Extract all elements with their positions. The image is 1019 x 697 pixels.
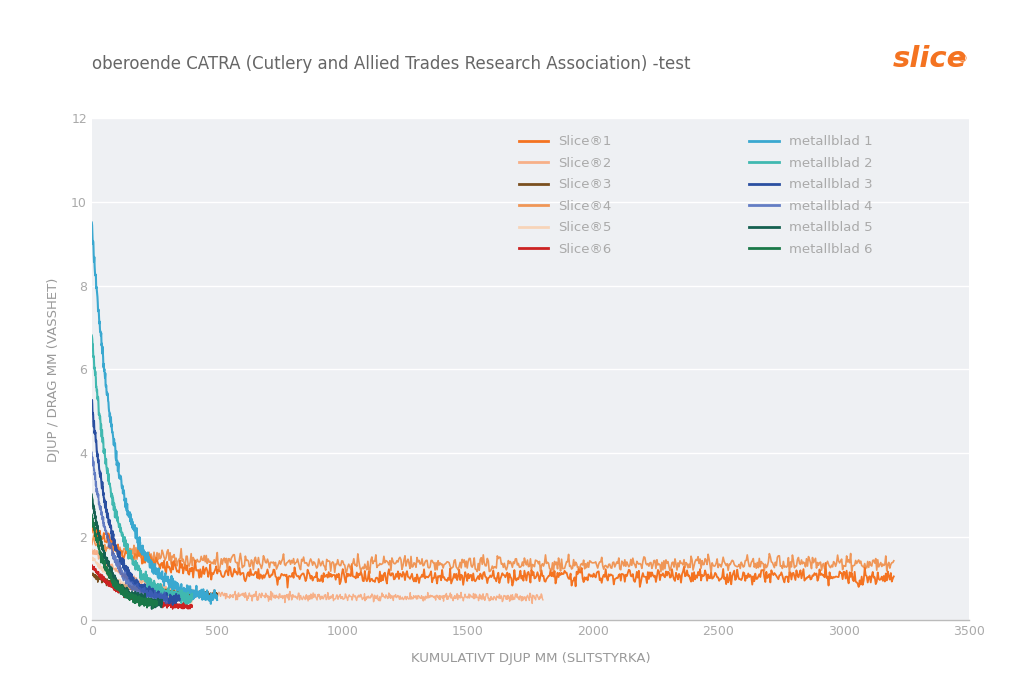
Text: oberoende CATRA (Cutlery and Allied Trades Research Association) -test: oberoende CATRA (Cutlery and Allied Trad… [92, 55, 690, 73]
Y-axis label: DJUP / DRAG MM (VASSHET): DJUP / DRAG MM (VASSHET) [47, 277, 60, 461]
Text: ®: ® [956, 54, 967, 64]
X-axis label: KUMULATIVT DJUP MM (SLITSTYRKA): KUMULATIVT DJUP MM (SLITSTYRKA) [411, 652, 649, 665]
Text: slice: slice [892, 45, 966, 73]
Legend: metallblad 1, metallblad 2, metallblad 3, metallblad 4, metallblad 5, metallblad: metallblad 1, metallblad 2, metallblad 3… [749, 135, 872, 256]
